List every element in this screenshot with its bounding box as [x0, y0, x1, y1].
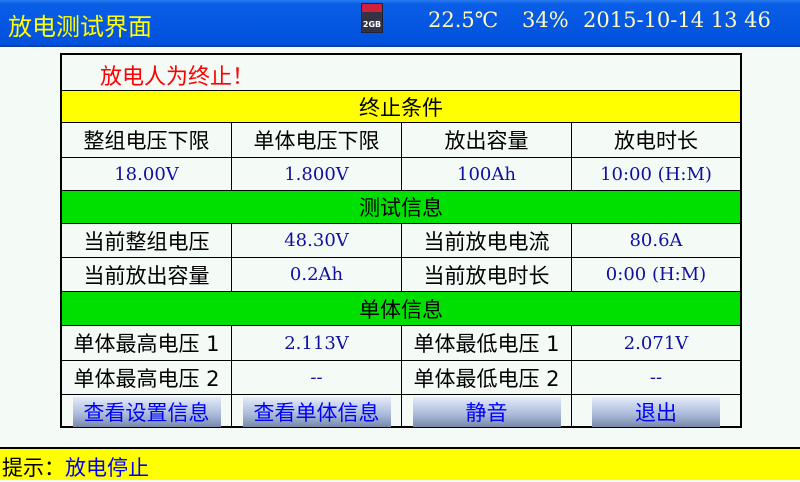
value-cell: 2.071V: [623, 332, 689, 354]
alert-row: 放电人为终止！: [62, 55, 740, 90]
value-cell: 18.00V: [62, 158, 232, 190]
value-cell: --: [649, 367, 663, 388]
table-row: 当前放出容量 0.2Ah 当前放电时长 0:00 (H:M): [62, 258, 740, 292]
value-cell: 80.6A: [629, 230, 683, 251]
value-cell: 100Ah: [402, 158, 572, 190]
label-cell: 当前放电时长: [402, 258, 572, 291]
view-cells-button[interactable]: 查看单体信息: [242, 396, 391, 427]
title-bar: 放电测试界面 2GB 22.5℃ 34% 2015-10-14 13 46: [0, 0, 800, 47]
screen-title: 放电测试界面: [8, 13, 152, 41]
header-cell: 单体电压下限: [232, 123, 402, 157]
cell-info-header: 单体信息: [62, 292, 740, 326]
termination-headers-row: 整组电压下限 单体电压下限 放出容量 放电时长: [62, 123, 740, 158]
termination-header: 终止条件: [62, 90, 740, 123]
datetime: 2015-10-14 13 46: [583, 8, 771, 32]
value-cell: 1.800V: [232, 158, 402, 190]
label-cell: 单体最高电压 2: [62, 361, 232, 394]
mute-button[interactable]: 静音: [412, 396, 561, 427]
value-cell: 0.2Ah: [232, 258, 402, 291]
alert-message: 放电人为终止！: [100, 65, 255, 90]
table-row: 当前整组电压 48.30V 当前放电电流 80.6A: [62, 224, 740, 258]
header-cell: 放电时长: [614, 129, 698, 153]
status-label: 提示：: [2, 456, 65, 480]
header-cell: 整组电压下限: [62, 123, 232, 157]
value-cell: 2.113V: [232, 326, 402, 360]
test-info-header: 测试信息: [62, 191, 740, 224]
view-settings-button[interactable]: 查看设置信息: [72, 396, 221, 427]
termination-values-row: 18.00V 1.800V 100Ah 10:00 (H:M): [62, 158, 740, 191]
humidity: 34%: [522, 8, 569, 32]
label-cell: 单体最高电压 1: [62, 326, 232, 360]
label-cell: 单体最低电压 1: [402, 326, 572, 360]
label-cell: 当前放出容量: [62, 258, 232, 291]
value-cell: --: [232, 361, 402, 394]
temperature: 22.5℃: [428, 8, 499, 32]
value-cell: 48.30V: [232, 224, 402, 257]
label-cell: 当前整组电压: [62, 224, 232, 257]
value-cell: 0:00 (H:M): [605, 264, 707, 285]
button-row: 查看设置信息 查看单体信息 静音 退出: [62, 395, 740, 428]
header-cell: 放出容量: [402, 123, 572, 157]
status-bar: 提示：放电停止: [0, 447, 800, 480]
label-cell: 单体最低电压 2: [402, 361, 572, 394]
exit-button[interactable]: 退出: [592, 396, 720, 427]
sd-card-icon: 2GB: [361, 3, 383, 33]
label-cell: 当前放电电流: [402, 224, 572, 257]
value-cell: 10:00 (H:M): [600, 163, 712, 185]
discharge-panel: 放电人为终止！ 终止条件 整组电压下限 单体电压下限 放出容量 放电时长 18.…: [60, 53, 742, 428]
table-row: 单体最高电压 1 2.113V 单体最低电压 1 2.071V: [62, 326, 740, 361]
status-text: 放电停止: [65, 456, 149, 480]
table-row: 单体最高电压 2 -- 单体最低电压 2 --: [62, 361, 740, 395]
